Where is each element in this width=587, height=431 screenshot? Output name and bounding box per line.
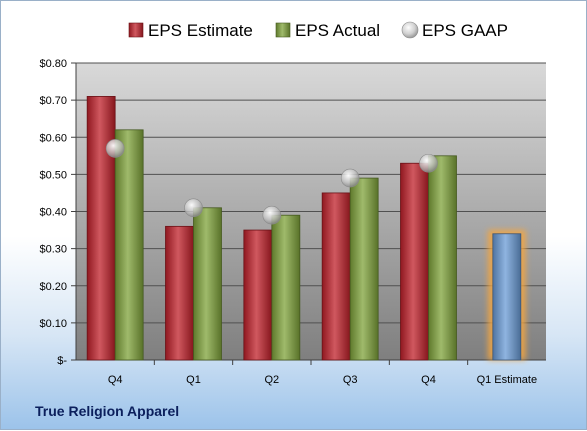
y-tick-label: $0.40 [39, 207, 67, 219]
legend-swatch [401, 21, 419, 39]
point-eps-gaap [340, 168, 360, 188]
legend-label: EPS GAAP [422, 21, 508, 40]
legend-swatch [275, 22, 291, 38]
point-eps-gaap [262, 205, 282, 225]
bar-eps-actual [114, 129, 144, 361]
x-tick-label: Q4 [421, 374, 436, 386]
y-tick-label: $0.80 [39, 58, 67, 70]
bar-eps-estimate-next [492, 233, 522, 361]
legend-swatch [128, 22, 144, 38]
bar-eps-estimate [243, 229, 273, 361]
bar-eps-estimate [86, 96, 116, 361]
point-eps-gaap [105, 139, 125, 158]
bar-eps-actual [428, 155, 457, 361]
y-tick-label: $0.50 [39, 169, 67, 181]
legend-label: EPS Actual [295, 21, 380, 40]
bar-eps-actual [271, 214, 301, 361]
bar-eps-estimate [165, 225, 194, 361]
x-tick-label: Q4 [108, 374, 123, 386]
y-tick-label: $0.20 [39, 281, 67, 293]
x-tick-label: Q3 [343, 374, 358, 386]
x-tick-label: Q1 Estimate [477, 374, 538, 386]
x-tick-label: Q2 [264, 374, 279, 386]
bar-eps-actual [349, 177, 379, 361]
point-eps-gaap [184, 198, 203, 218]
legend-label: EPS Estimate [148, 21, 253, 40]
y-tick-label: $0.10 [39, 318, 67, 330]
bar-eps-actual [193, 207, 222, 361]
y-tick-label: $- [57, 355, 67, 367]
company-name: True Religion Apparel [35, 403, 180, 419]
y-tick-label: $0.70 [39, 95, 67, 107]
x-tick-label: Q1 [186, 374, 201, 386]
y-tick-label: $0.60 [39, 132, 67, 144]
bar-eps-estimate [400, 162, 429, 361]
y-tick-label: $0.30 [39, 244, 67, 256]
bar-eps-estimate [321, 192, 351, 361]
point-eps-gaap [419, 153, 438, 173]
